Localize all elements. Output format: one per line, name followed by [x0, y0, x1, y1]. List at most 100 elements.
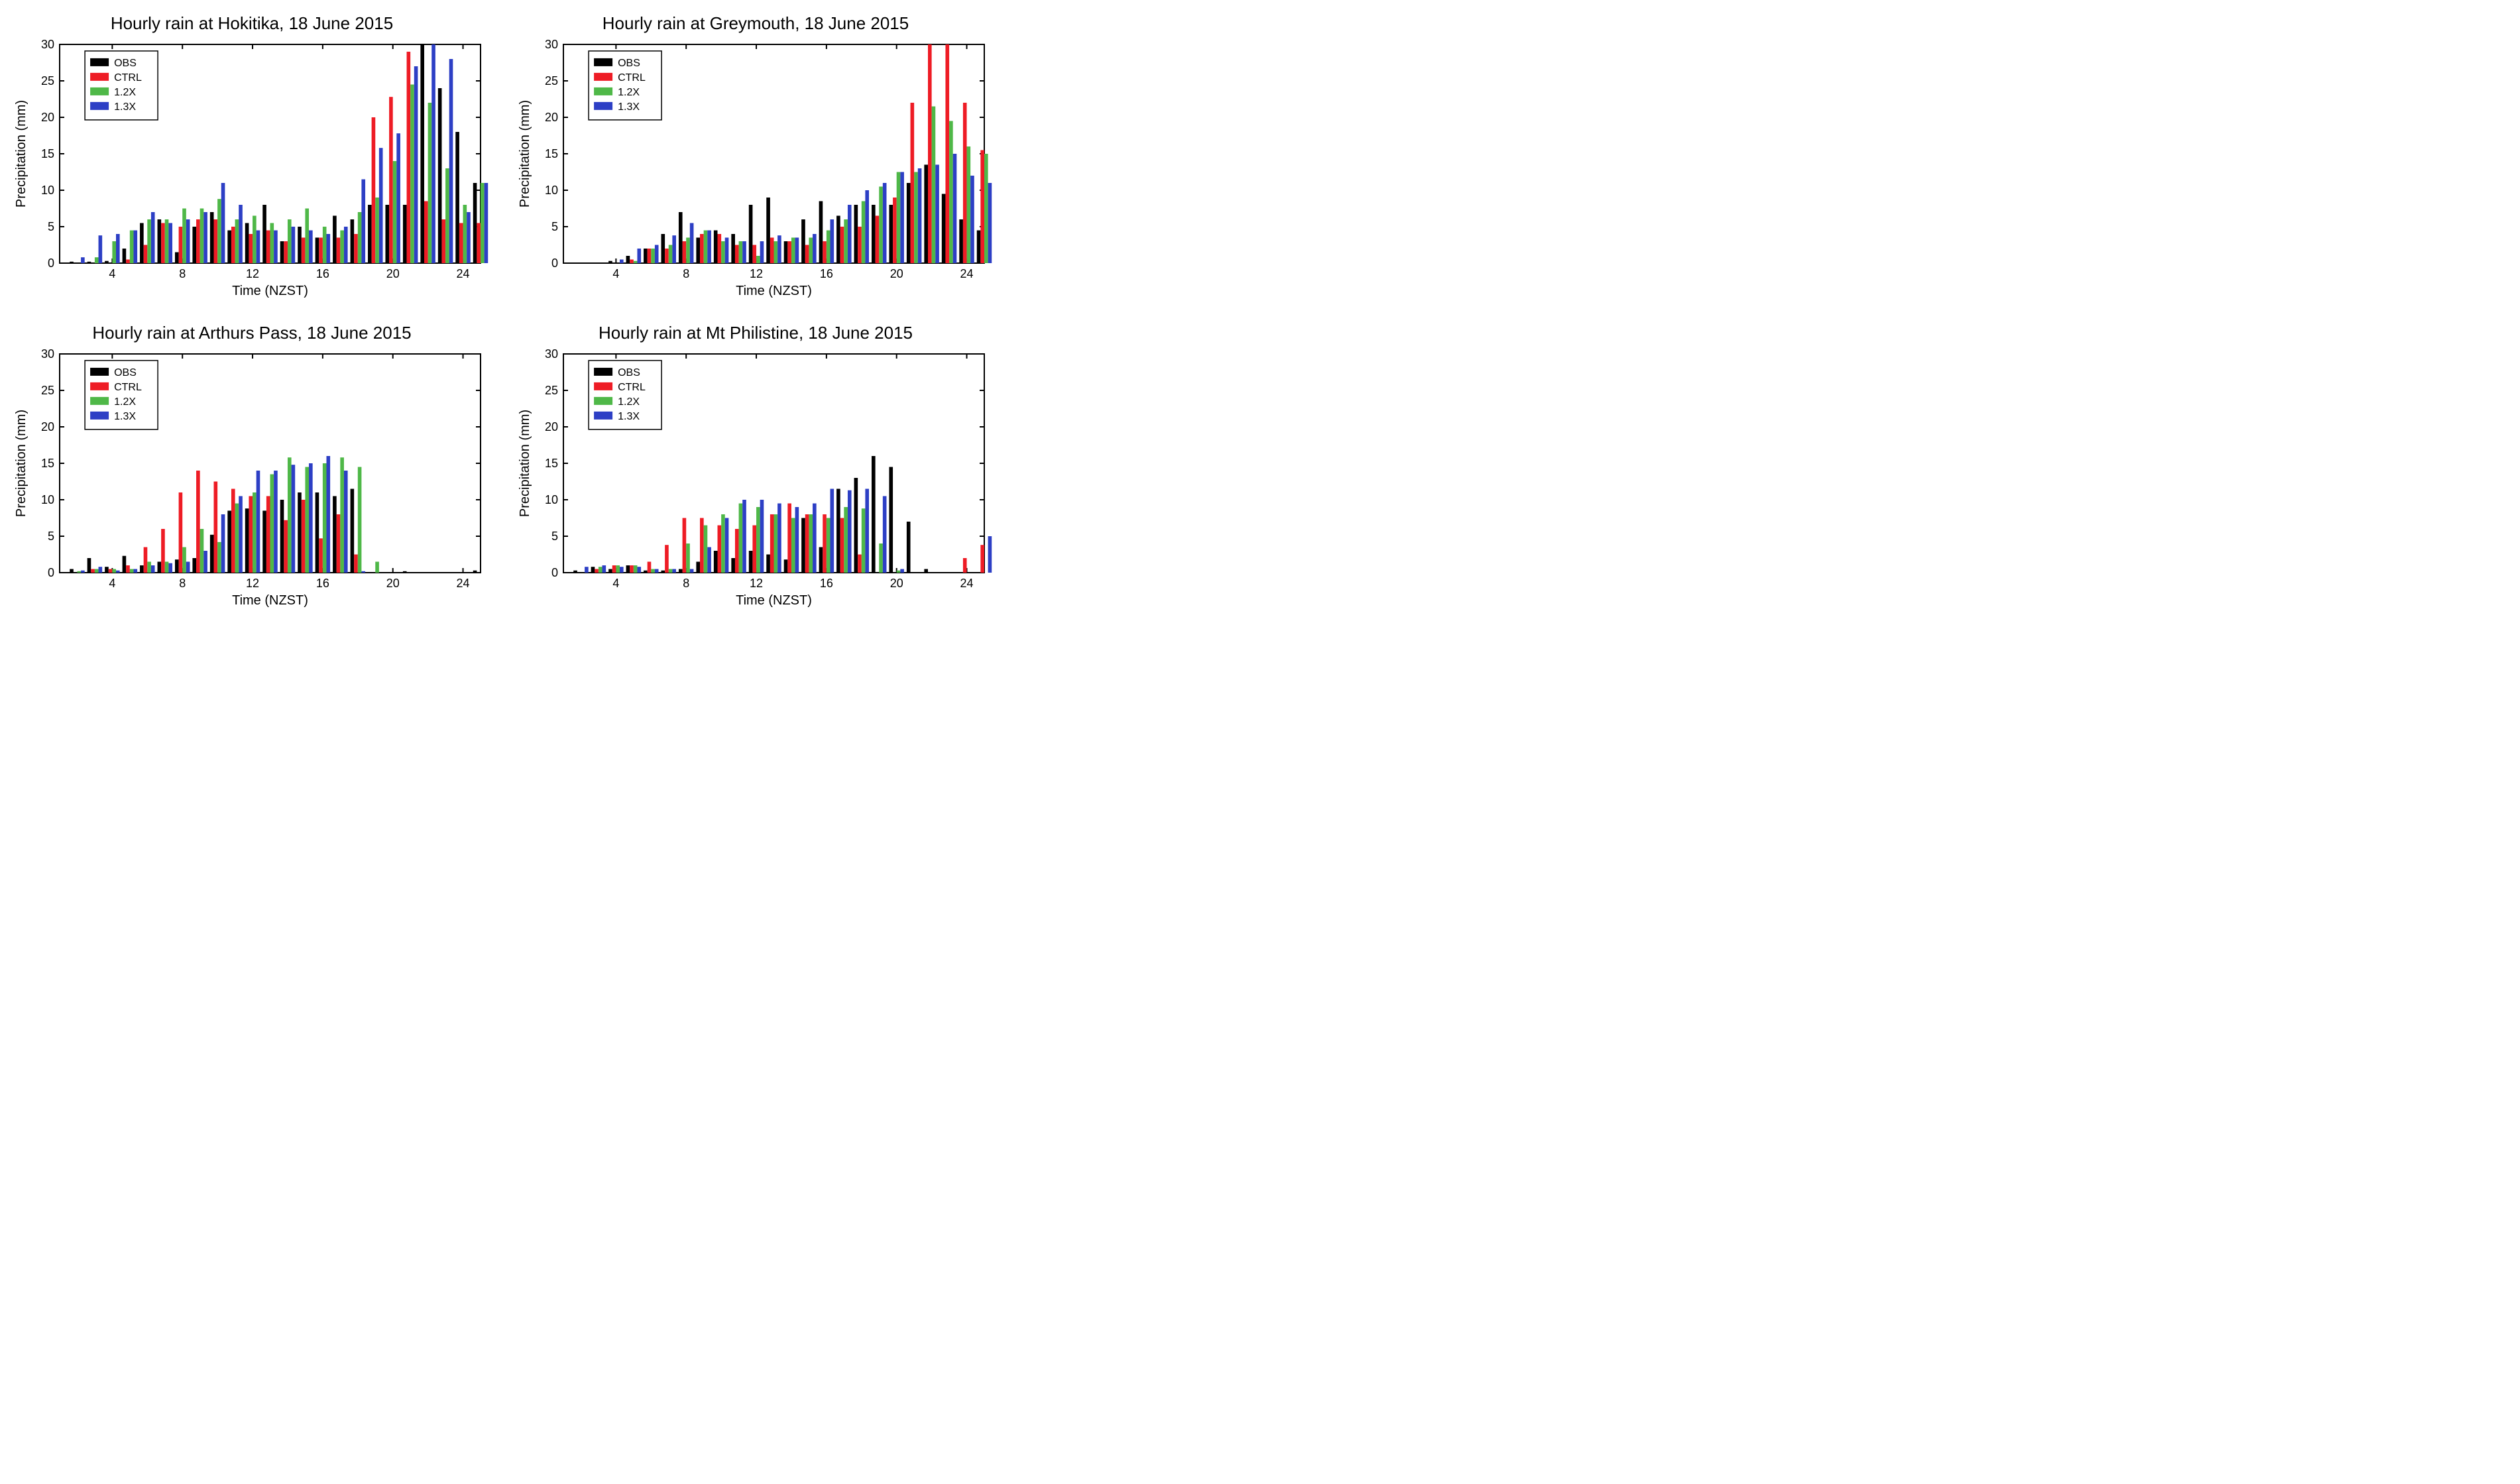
bar-1.3X	[168, 223, 172, 264]
bar-OBS	[473, 183, 477, 263]
bar-CTRL	[161, 223, 165, 264]
bar-OBS	[801, 518, 805, 573]
y-tick-label: 10	[41, 184, 54, 197]
bar-OBS	[924, 569, 928, 573]
x-tick-label: 4	[109, 577, 115, 590]
bar-1.3X	[81, 571, 85, 573]
bar-CTRL	[266, 496, 270, 573]
legend-swatch	[90, 412, 109, 420]
bar-1.2X	[428, 103, 432, 263]
bar-CTRL	[284, 520, 288, 573]
bar-OBS	[626, 565, 630, 573]
bar-1.3X	[777, 504, 781, 573]
bar-1.3X	[742, 500, 746, 573]
bar-1.3X	[830, 219, 834, 263]
bar-1.3X	[760, 241, 764, 263]
x-tick-label: 4	[109, 267, 115, 280]
legend-swatch	[594, 102, 612, 110]
bar-OBS	[87, 558, 91, 573]
bar-1.2X	[165, 562, 169, 573]
bar-1.3X	[361, 180, 365, 264]
bar-1.3X	[116, 234, 120, 263]
bar-OBS	[315, 238, 319, 264]
bar-1.2X	[791, 518, 795, 573]
bar-1.3X	[777, 235, 781, 263]
bar-CTRL	[928, 44, 932, 263]
x-tick-label: 8	[179, 267, 186, 280]
bar-1.2X	[914, 172, 918, 264]
bar-1.3X	[151, 565, 155, 573]
bar-OBS	[192, 558, 196, 573]
bar-OBS	[315, 492, 319, 573]
legend-swatch	[594, 382, 612, 390]
bar-1.3X	[379, 148, 383, 263]
bar-1.3X	[848, 205, 852, 263]
bar-chart: 0510152025304812162024Time (NZST)Precipi…	[517, 38, 994, 303]
bar-1.2X	[651, 569, 655, 573]
bar-OBS	[784, 241, 788, 263]
bar-CTRL	[752, 526, 756, 573]
bar-1.2X	[217, 199, 221, 263]
y-tick-label: 30	[41, 347, 54, 361]
bar-chart: 0510152025304812162024Time (NZST)Precipi…	[517, 347, 994, 612]
x-tick-label: 20	[890, 577, 903, 590]
bar-OBS	[175, 253, 179, 264]
legend-label: 1.2X	[114, 396, 136, 408]
chart-grid: Hourly rain at Hokitika, 18 June 2015051…	[13, 13, 994, 612]
bar-OBS	[245, 508, 249, 573]
bar-OBS	[644, 571, 648, 573]
bar-1.3X	[795, 238, 799, 264]
bar-chart: 0510152025304812162024Time (NZST)Precipi…	[13, 347, 490, 612]
bar-CTRL	[980, 545, 984, 573]
y-tick-label: 30	[545, 347, 558, 361]
bar-1.2X	[481, 183, 485, 263]
bar-1.2X	[112, 569, 116, 573]
bar-OBS	[714, 231, 718, 264]
bar-CTRL	[354, 234, 358, 263]
legend-label: 1.3X	[114, 101, 136, 113]
bar-CTRL	[196, 471, 200, 573]
bar-1.3X	[81, 257, 85, 263]
chart-title: Hourly rain at Arthurs Pass, 18 June 201…	[92, 323, 411, 343]
bar-1.2X	[651, 249, 655, 263]
bar-1.3X	[707, 547, 711, 573]
y-axis-label: Precipitation (mm)	[518, 410, 532, 517]
bar-1.3X	[707, 231, 711, 264]
bar-OBS	[889, 205, 893, 263]
bar-1.2X	[270, 223, 274, 264]
bar-1.3X	[883, 183, 887, 263]
bar-1.3X	[672, 235, 676, 263]
bar-1.2X	[897, 571, 901, 573]
x-tick-label: 16	[316, 267, 329, 280]
chart-panel: Hourly rain at Hokitika, 18 June 2015051…	[13, 13, 490, 303]
bar-1.2X	[844, 219, 848, 263]
y-tick-label: 25	[545, 74, 558, 87]
bar-1.3X	[690, 223, 694, 264]
legend-swatch	[90, 73, 109, 81]
bar-CTRL	[858, 227, 862, 263]
bar-CTRL	[144, 547, 148, 573]
bar-1.2X	[393, 161, 397, 263]
x-tick-label: 4	[612, 577, 619, 590]
bar-CTRL	[823, 514, 827, 573]
bar-CTRL	[231, 227, 235, 263]
bar-OBS	[333, 216, 337, 264]
bar-1.3X	[221, 514, 225, 573]
bar-1.2X	[445, 168, 449, 263]
bar-1.2X	[130, 569, 134, 573]
y-tick-label: 30	[41, 38, 54, 51]
bar-CTRL	[858, 555, 862, 573]
bar-OBS	[385, 205, 389, 263]
y-tick-label: 0	[48, 257, 54, 270]
x-tick-label: 8	[179, 577, 186, 590]
bar-1.3X	[309, 231, 313, 264]
x-tick-label: 16	[820, 577, 833, 590]
x-tick-label: 8	[683, 267, 689, 280]
legend-swatch	[90, 382, 109, 390]
bar-CTRL	[770, 514, 774, 573]
bar-OBS	[140, 223, 144, 264]
bar-CTRL	[911, 103, 915, 263]
bar-OBS	[854, 205, 858, 263]
bar-OBS	[819, 547, 823, 573]
bar-1.3X	[602, 565, 606, 573]
